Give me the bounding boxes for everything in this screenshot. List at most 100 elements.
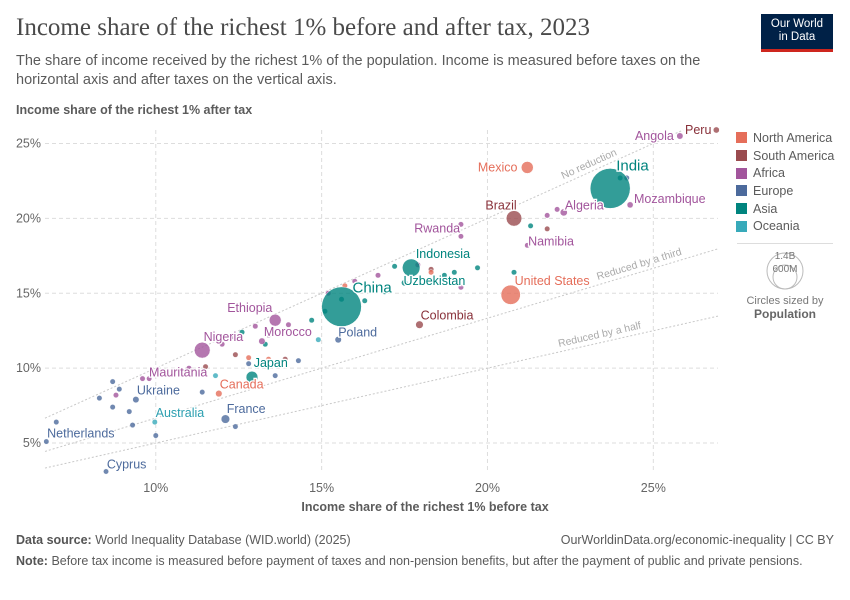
x-tick-label: 25% [641,481,666,495]
data-point [113,392,119,399]
data-point [245,354,252,361]
note-label: Note: [16,554,48,568]
owid-logo[interactable]: Our World in Data [761,14,833,52]
data-point [139,375,146,382]
legend-item[interactable]: Africa [736,164,834,182]
data-point [451,269,458,276]
data-point-nigeria [194,342,211,359]
size-legend-small: 600M [772,264,797,275]
data-point-angola [676,132,684,140]
point-label: Colombia [421,309,474,323]
point-label: Cyprus [107,457,147,471]
point-label: Mauritania [149,366,207,380]
x-tick-label: 15% [309,481,334,495]
point-label: Canada [220,378,264,392]
source-url[interactable]: OurWorldinData.org/economic-inequality |… [560,533,834,547]
y-tick-label: 10% [16,361,41,375]
data-point-india [589,168,631,209]
y-tick-label: 25% [16,136,41,150]
data-point-namibia [524,242,531,249]
legend-label: Europe [753,183,794,198]
chart-subtitle: The share of income received by the rich… [16,53,701,88]
x-axis-label: Income share of the richest 1% before ta… [301,500,549,514]
legend-label: Oceania [753,219,800,234]
legend-item[interactable]: Oceania [736,217,834,235]
data-point [265,356,272,363]
x-tick-label: 20% [475,481,500,495]
data-point [232,351,239,358]
data-point [245,360,252,367]
point-label: Australia [156,406,205,420]
data-point [544,212,551,219]
reference-line [44,315,719,469]
reference-line [44,129,684,419]
point-label: Uzbekistan [404,274,466,288]
legend-item[interactable]: North America [736,129,834,147]
data-point [361,297,368,304]
point-label: Ethiopia [227,301,272,315]
legend-swatch [736,203,747,215]
point-label: Japan [254,356,288,370]
data-point-china [321,286,362,327]
data-point [272,372,279,379]
data-point-algeria [559,208,568,217]
point-label: United States [515,274,590,288]
data-point [109,378,116,385]
data-point-poland [334,336,342,344]
data-point-morocco [258,337,266,345]
y-tick-label: 5% [23,436,41,450]
data-point-rwanda [457,233,464,240]
data-point [116,386,123,393]
point-label: Brazil [485,198,516,212]
size-caption: Circles sized by [746,295,824,307]
data-point [202,363,209,370]
legend-label: South America [753,148,835,163]
data-point [199,389,206,396]
data-point-united-states [500,284,521,305]
point-label: France [227,402,266,416]
data-point [391,263,398,270]
size-legend-circles: 1.4B 600M [766,251,804,290]
legend-item[interactable]: Asia [736,200,834,218]
source-text[interactable]: World Inequality Database (WID.world) (2… [95,533,351,547]
source-line: Data source: World Inequality Database (… [16,533,834,547]
data-point-ukraine [132,396,140,404]
data-point [308,317,315,324]
data-point [219,341,226,348]
data-point [129,422,136,428]
data-point [458,284,464,291]
note-text: Before tax income is measured before pay… [51,554,803,568]
y-axis-label: Income share of the richest 1% after tax [16,103,253,117]
x-tick-label: 10% [143,481,168,495]
data-point [212,372,219,379]
point-label: Namibia [528,234,574,248]
data-point [126,408,133,415]
chart-title: Income share of the richest 1% before an… [16,14,591,41]
source-label: Data source: [16,533,92,547]
data-point [295,357,302,364]
point-label: Morocco [264,325,312,339]
data-point [428,269,434,276]
data-point [381,288,388,295]
data-point-uzbekistan [401,279,408,287]
data-point [109,404,116,410]
legend-item[interactable]: South America [736,147,834,165]
data-point [69,429,76,436]
data-point [351,278,358,285]
reference-line-label: Reduced by a third [595,246,683,283]
data-point-ethiopia [268,314,282,327]
data-point-cyprus [103,468,109,475]
reference-line-label: Reduced by a half [557,320,642,350]
y-tick-label: 20% [16,211,41,225]
data-point [186,365,192,372]
data-point-colombia [415,320,424,329]
point-label: Mozambique [634,192,706,206]
data-point [511,269,517,276]
point-label: China [352,280,392,297]
point-label: Algeria [565,198,604,212]
legend-label: Asia [753,201,778,216]
data-point-mauritania [146,375,153,382]
legend-item[interactable]: Europe [736,182,834,200]
point-label: Angola [635,129,674,143]
